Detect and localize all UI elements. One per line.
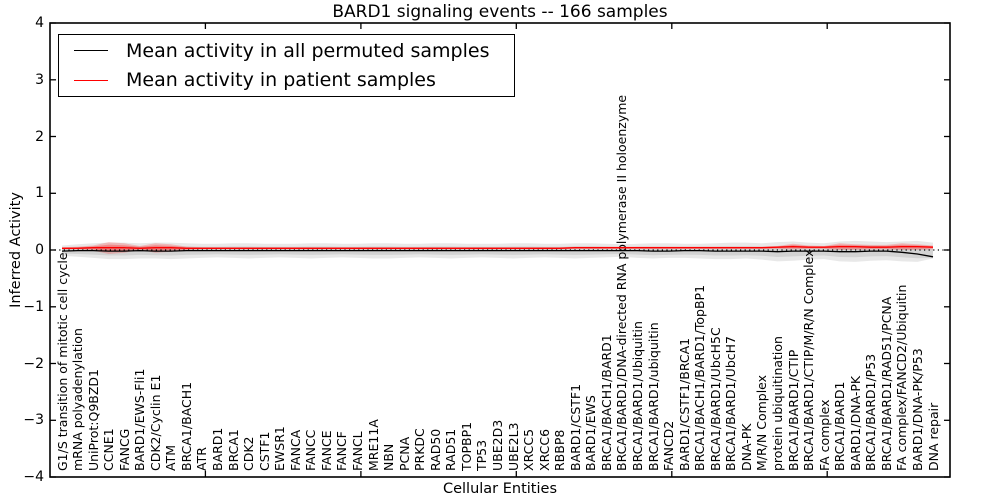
x-category-label: BARD1/CSTF1/BRCA1 [676, 337, 692, 471]
x-category-label: BRCA1/BACH1/BARD1/TopBP1 [692, 284, 708, 471]
y-tick-label: −2 [23, 355, 44, 372]
y-tick-label: −3 [23, 412, 44, 429]
y-tick-label: 1 [35, 185, 44, 202]
x-category-label: RBBP8 [552, 429, 568, 471]
chart-title: BARD1 signaling events -- 166 samples [332, 2, 668, 22]
x-category-label: BRCA1/BARD1/CTIP/M/R/N Complex [801, 249, 817, 471]
x-category-label: protein ubiquitination [769, 336, 785, 471]
x-category-label: FANCE [318, 430, 334, 471]
x-category-label: FANCC [303, 429, 319, 471]
x-category-label: FANCD2 [661, 420, 677, 471]
legend-label-patient: Mean activity in patient samples [126, 69, 436, 92]
x-category-label: BRCA1 [225, 429, 241, 471]
x-category-label: MRE11A [365, 419, 381, 471]
x-category-label: RAD50 [427, 428, 443, 471]
x-category-label: FA complex [816, 399, 832, 471]
x-axis-label: Cellular Entities [442, 481, 558, 497]
legend-item-patient: Mean activity in patient samples [59, 66, 514, 94]
x-category-label: FANCF [334, 431, 350, 471]
x-category-label: DNA-PK [738, 423, 754, 472]
y-tick-label: −1 [23, 298, 44, 315]
y-tick-label: 4 [35, 15, 44, 31]
x-category-label: CDK2 [241, 436, 257, 471]
x-category-label: TP53 [474, 439, 490, 471]
y-tick-label: −4 [23, 469, 44, 485]
x-category-label: CSTF1 [256, 431, 272, 471]
x-category-label: BRCA1/BACH1 [178, 381, 194, 471]
x-category-label: DNA repair [925, 402, 941, 471]
x-category-label: CCNE1 [101, 428, 117, 471]
x-category-label: BARD1/DNA-PK [847, 375, 863, 471]
x-category-label: FANCL [350, 431, 366, 471]
x-category-label: ATM [163, 444, 179, 471]
x-category-label: PRKDC [412, 428, 428, 471]
x-category-label: XRCC6 [536, 428, 552, 471]
x-category-label: BARD1/DNA-PK/P53 [909, 348, 925, 471]
x-category-label: BRCA1/BARD1/ubiquitin [645, 322, 661, 471]
x-category-label: BRCA1/BARD1/CTIP [785, 349, 801, 471]
x-category-label: BRCA1/BARD1 [832, 381, 848, 471]
x-category-label: FANCA [287, 429, 303, 471]
legend: Mean activity in all permuted samples Me… [58, 34, 515, 97]
legend-item-permuted: Mean activity in all permuted samples [59, 37, 514, 65]
legend-line-patient-icon [74, 79, 108, 81]
x-category-label: BARD1/EWS-Fli1 [132, 368, 148, 471]
x-category-label: mRNA polyadenylation [70, 328, 86, 471]
x-category-label: BARD1 [210, 427, 226, 471]
y-tick-label: 0 [35, 242, 44, 258]
x-category-label: UBE2L3 [505, 422, 521, 472]
x-category-label: M/R/N Complex [754, 374, 770, 471]
x-category-label: ATR [194, 447, 210, 471]
x-category-label: XRCC5 [521, 428, 537, 471]
x-category-label: BRCA1/BARD1/RAD51/PCNA [878, 296, 894, 471]
legend-line-permuted-icon [74, 50, 108, 52]
x-category-label: EWSR1 [272, 426, 288, 471]
x-category-label: BRCA1/BARD1/DNA-directed RNA polymerase … [614, 94, 630, 471]
x-category-label: PCNA [396, 436, 412, 471]
x-category-label: UBE2D3 [490, 419, 505, 471]
x-category-label: G1/S transition of mitotic cell cycle [54, 252, 70, 471]
x-category-label: TOPBP1 [458, 421, 474, 471]
x-category-label: NBN [381, 443, 397, 471]
x-category-label: BARD1/CSTF1 [567, 383, 583, 471]
x-category-label: BRCA1/BARD1/Ubiquitin [629, 321, 645, 471]
x-category-label: RAD51 [443, 428, 459, 471]
x-category-label: BRCA1/BARD1/P53 [863, 353, 879, 471]
y-tick-label: 2 [35, 128, 44, 145]
legend-label-permuted: Mean activity in all permuted samples [126, 39, 490, 62]
x-category-label: UniProt:Q9BZD1 [85, 369, 101, 471]
x-category-label: FA complex/FANCD2/Ubiquitin [894, 284, 910, 471]
x-category-label: FANCG [116, 428, 132, 471]
y-tick-label: 3 [35, 71, 44, 88]
x-category-label: BRCA1/BACH1/BARD1 [598, 334, 614, 471]
x-category-label: BRCA1/BARD1/UbcH7 [723, 336, 739, 471]
x-category-label: BARD1/EWS [583, 395, 599, 471]
x-category-label: BRCA1/BARD1/UbcH5C [707, 327, 723, 471]
x-category-label: CDK2/Cyclin E1 [147, 374, 163, 471]
